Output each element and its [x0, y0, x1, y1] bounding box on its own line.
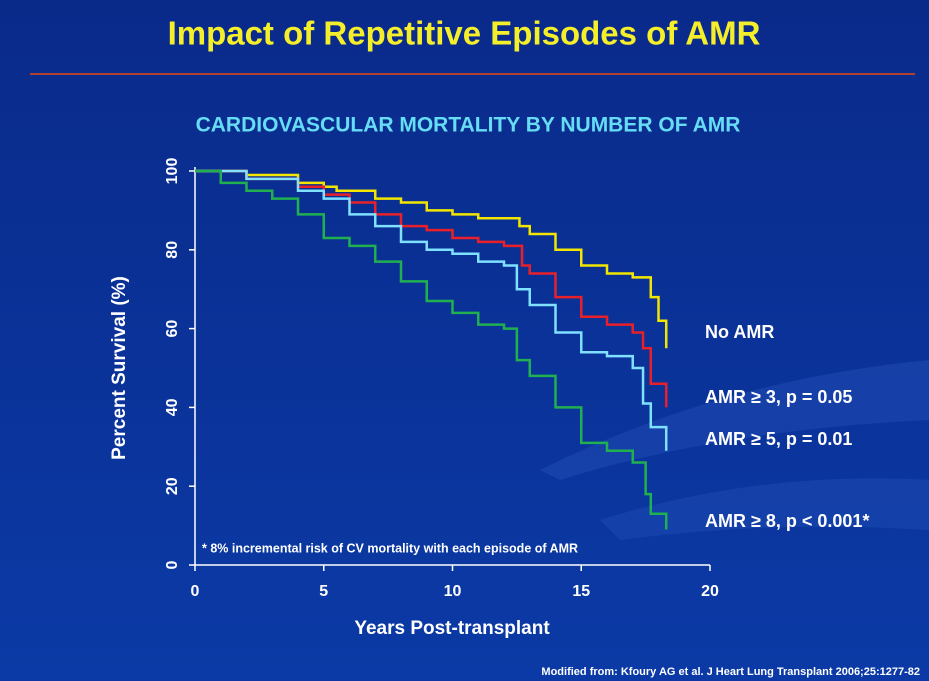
- legend-label: AMR ≥ 3, p = 0.05: [705, 387, 852, 407]
- x-tick-label: 20: [701, 583, 719, 600]
- x-tick-label: 15: [572, 583, 590, 600]
- survival-curve: [195, 169, 668, 451]
- decor-wave: [540, 360, 929, 480]
- y-tick-label: 40: [164, 398, 181, 416]
- y-tick-label: 60: [164, 320, 181, 338]
- x-tick-label: 10: [444, 583, 462, 600]
- annotation: * 8% incremental risk of CV mortality wi…: [202, 541, 578, 555]
- decor-wave: [600, 478, 929, 540]
- y-tick-label: 20: [164, 477, 181, 495]
- x-axis-label: Years Post-transplant: [354, 618, 550, 639]
- survival-curve: [195, 169, 668, 349]
- y-tick-label: 100: [164, 158, 181, 185]
- chart-title: Impact of Repetitive Episodes of AMR: [168, 15, 761, 52]
- survival-curve: [195, 169, 668, 530]
- legend-label: AMR ≥ 5, p = 0.01: [705, 429, 852, 449]
- survival-curve: [195, 169, 668, 408]
- x-tick-label: 5: [319, 583, 328, 600]
- source: Modified from: Kfoury AG et al. J Heart …: [541, 666, 920, 678]
- chart-subtitle: CARDIOVASCULAR MORTALITY BY NUMBER OF AM…: [196, 114, 741, 137]
- legend-label: AMR ≥ 8, p < 0.001*: [705, 511, 869, 531]
- y-axis-label: Percent Survival (%): [109, 276, 130, 460]
- legend-label: No AMR: [705, 322, 774, 342]
- y-tick-label: 0: [164, 560, 181, 569]
- y-tick-label: 80: [164, 241, 181, 259]
- x-tick-label: 0: [191, 583, 200, 600]
